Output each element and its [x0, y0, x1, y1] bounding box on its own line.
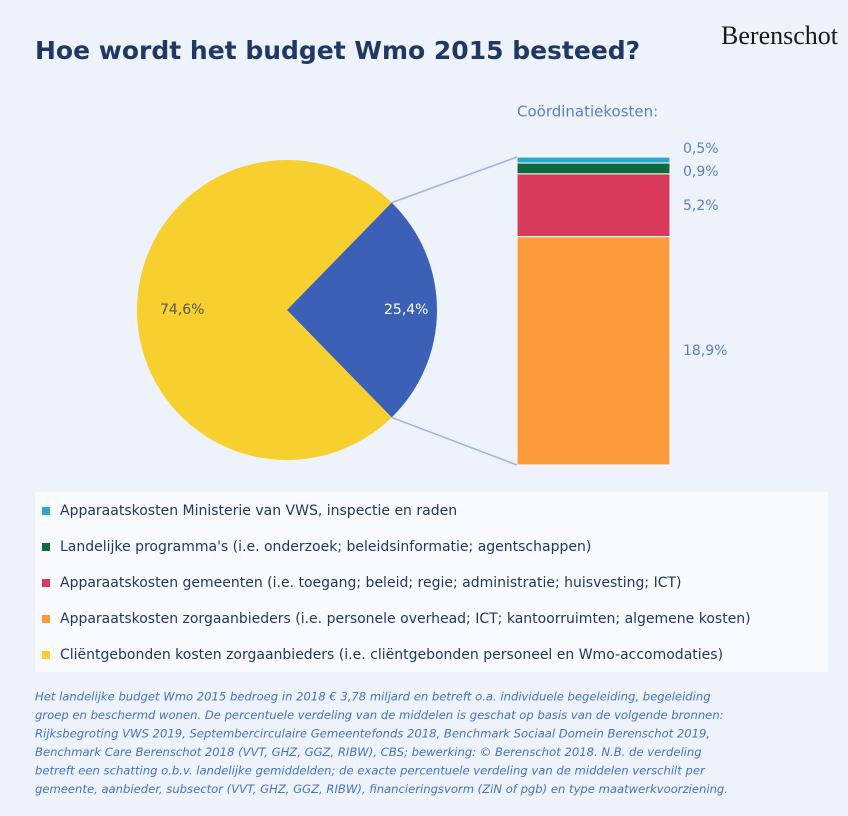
legend-marker: [42, 615, 50, 623]
bar-segment: [516, 156, 671, 164]
chart-title: Hoe wordt het budget Wmo 2015 besteed?: [35, 36, 640, 65]
pie-slice: [287, 202, 437, 418]
data-label: 0,9%: [683, 164, 719, 180]
footnote: gemeente, aanbieder, subsector (VVT, GHZ…: [35, 782, 728, 796]
legend-label: Apparaatskosten gemeenten (i.e. toegang;…: [60, 575, 682, 591]
legend-label: Apparaatskosten zorgaanbieders (i.e. per…: [60, 611, 751, 627]
legend-label: Apparaatskosten Ministerie van VWS, insp…: [60, 503, 457, 519]
connector: [391, 416, 518, 466]
footnote: groep en beschermd wonen. De percentuele…: [35, 708, 724, 722]
legend-label: Landelijke programma's (i.e. onderzoek; …: [60, 539, 591, 555]
pie-slice: [137, 159, 392, 460]
data-label: 74,6%: [160, 302, 204, 318]
footnote: Benchmark Care Berenschot 2018 (VVT, GHZ…: [35, 745, 702, 759]
legend-marker: [42, 651, 50, 659]
data-label: 25,4%: [384, 302, 428, 318]
footnote: Rijksbegroting VWS 2019, Septembercircul…: [35, 727, 710, 741]
legend-marker: [42, 507, 50, 515]
legend-box: [35, 492, 828, 672]
bar-segment: [516, 173, 671, 238]
legend-label: Cliëntgebonden kosten zorgaanbieders (i.…: [60, 647, 723, 663]
bar-segment: [516, 162, 671, 175]
data-label: 18,9%: [683, 343, 727, 359]
bar-segment: [516, 236, 671, 466]
data-label: 5,2%: [683, 198, 719, 214]
connector: [391, 156, 518, 204]
legend-marker: [42, 579, 50, 587]
bar-title: Coördinatiekosten:: [517, 103, 658, 121]
data-label: 0,5%: [683, 141, 719, 157]
footnote: betreft een schatting o.b.v. landelijke …: [35, 764, 706, 778]
footnote: Het landelijke budget Wmo 2015 bedroeg i…: [35, 690, 711, 704]
legend-marker: [42, 543, 50, 551]
brand: Berenschot: [721, 21, 839, 50]
